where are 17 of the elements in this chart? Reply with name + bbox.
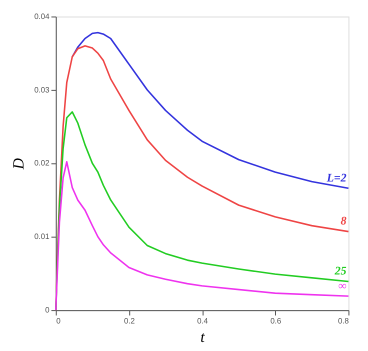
annotation: ∞ [338, 279, 348, 292]
x-tick-label: 0.6 [270, 316, 282, 326]
x-axis-title: t [200, 328, 206, 346]
annotation: 25 [334, 264, 347, 278]
annotation: 8 [340, 214, 347, 228]
y-tick-label: 0.02 [34, 158, 50, 168]
x-tick-label: 0.8 [338, 316, 349, 326]
y-tick-label: 0 [45, 306, 50, 315]
x-tick-label: 0 [56, 316, 62, 326]
x-tick-label: 0.4 [197, 316, 209, 326]
y-tick-label: 0.04 [34, 12, 50, 21]
y-tick-label: 0.01 [34, 232, 50, 242]
line-series [71, 32, 350, 190]
annotation: L=2 [326, 171, 347, 184]
y-tick-label: 0.03 [34, 85, 50, 94]
y-axis-title: D [10, 157, 28, 170]
x-tick-label: 0.2 [124, 316, 135, 326]
